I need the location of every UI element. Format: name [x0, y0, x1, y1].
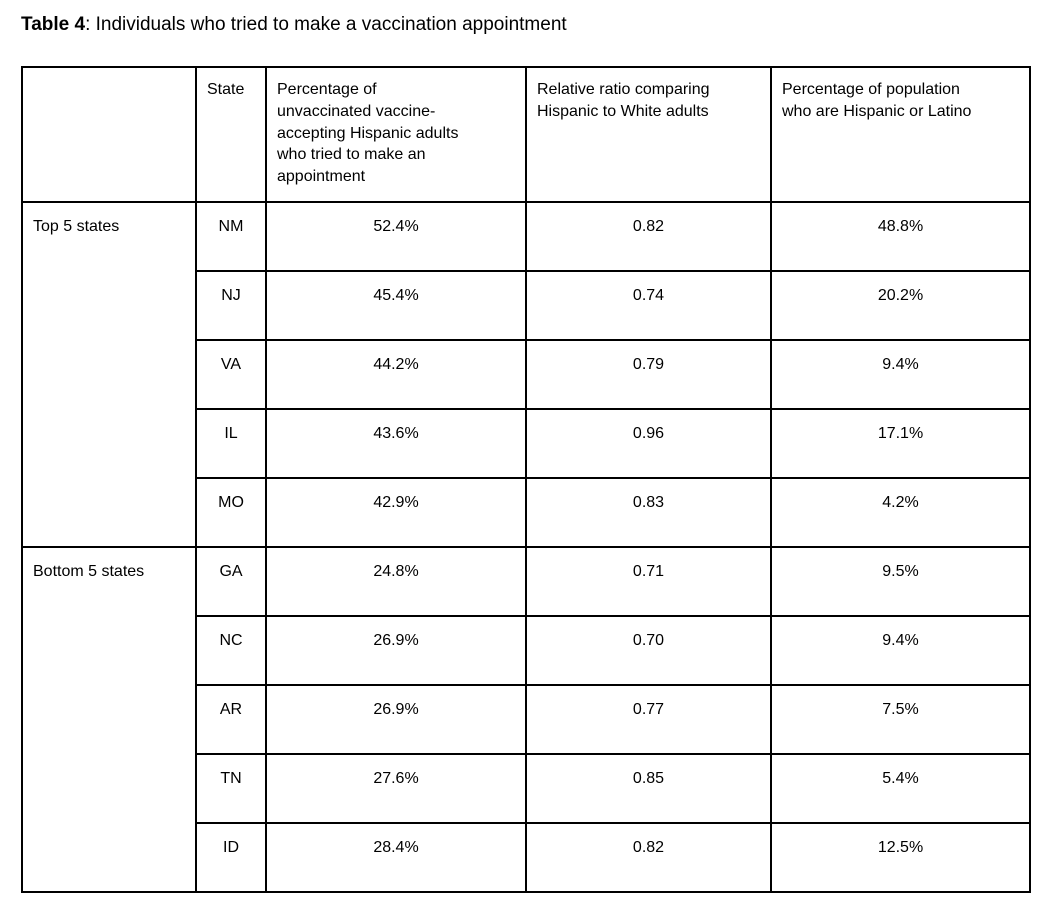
state-cell: IL [195, 408, 267, 479]
pct-tried-cell: 45.4% [265, 270, 527, 341]
pct-hispanic-cell: 7.5% [770, 684, 1031, 755]
table-row: NC 26.9% 0.70 9.4% [22, 615, 1031, 686]
header-state: State [195, 66, 267, 203]
state-cell: ID [195, 822, 267, 893]
ratio-cell: 0.77 [525, 684, 772, 755]
pct-tried-cell: 26.9% [265, 684, 527, 755]
pct-tried-cell: 52.4% [265, 201, 527, 272]
header-pct-tried: Percentage of unvaccinated vaccine- acce… [265, 66, 527, 203]
table-row: MO 42.9% 0.83 4.2% [22, 477, 1031, 548]
page-title: Table 4: Individuals who tried to make a… [21, 13, 1064, 37]
ratio-cell: 0.74 [525, 270, 772, 341]
pct-hispanic-cell: 9.5% [770, 546, 1031, 617]
table-row: AR 26.9% 0.77 7.5% [22, 684, 1031, 755]
ratio-cell: 0.70 [525, 615, 772, 686]
pct-tried-cell: 42.9% [265, 477, 527, 548]
pct-tried-cell: 26.9% [265, 615, 527, 686]
table-row: Top 5 states NM 52.4% 0.82 48.8% [21, 201, 1031, 548]
pct-hispanic-cell: 20.2% [770, 270, 1031, 341]
state-cell: AR [195, 684, 267, 755]
table-number-label: Table 4 [21, 14, 86, 35]
pct-tried-cell: 28.4% [265, 822, 527, 893]
header-group-blank [21, 66, 197, 203]
state-cell: TN [195, 753, 267, 824]
pct-hispanic-cell: 12.5% [770, 822, 1031, 893]
ratio-cell: 0.96 [525, 408, 772, 479]
pct-tried-cell: 43.6% [265, 408, 527, 479]
header-relative-ratio: Relative ratio comparing Hispanic to Whi… [525, 66, 772, 203]
ratio-cell: 0.71 [525, 546, 772, 617]
state-cell: MO [195, 477, 267, 548]
table-row: NJ 45.4% 0.74 20.2% [22, 270, 1031, 341]
vaccination-appointment-table: State Percentage of unvaccinated vaccine… [21, 66, 1031, 893]
pct-hispanic-cell: 5.4% [770, 753, 1031, 824]
ratio-cell: 0.82 [525, 201, 772, 272]
ratio-cell: 0.85 [525, 753, 772, 824]
group-label-cell: Bottom 5 states [21, 546, 197, 893]
pct-hispanic-cell: 17.1% [770, 408, 1031, 479]
table-header: State Percentage of unvaccinated vaccine… [21, 66, 1031, 203]
state-cell: NM [195, 201, 267, 272]
ratio-cell: 0.83 [525, 477, 772, 548]
table-row: Bottom 5 states GA 24.8% 0.71 9.5% [21, 546, 1031, 893]
state-cell: NJ [195, 270, 267, 341]
group-label-cell: Top 5 states [21, 201, 197, 548]
pct-tried-cell: 27.6% [265, 753, 527, 824]
ratio-cell: 0.79 [525, 339, 772, 410]
table-row: VA 44.2% 0.79 9.4% [22, 339, 1031, 410]
pct-hispanic-cell: 9.4% [770, 339, 1031, 410]
pct-hispanic-cell: 9.4% [770, 615, 1031, 686]
pct-tried-cell: 24.8% [265, 546, 527, 617]
table-title-text: : Individuals who tried to make a vaccin… [85, 14, 567, 35]
state-cell: VA [195, 339, 267, 410]
pct-hispanic-cell: 48.8% [770, 201, 1031, 272]
table-body: Top 5 states NM 52.4% 0.82 48.8% NJ 45.4% 0.74 2… [21, 201, 1031, 893]
state-cell: GA [195, 546, 267, 617]
table-row: ID 28.4% 0.82 12.5% [22, 822, 1031, 893]
header-pct-hispanic: Percentage of population who are Hispani… [770, 66, 1031, 203]
state-cell: NC [195, 615, 267, 686]
ratio-cell: 0.82 [525, 822, 772, 893]
table-row: IL 43.6% 0.96 17.1% [22, 408, 1031, 479]
pct-tried-cell: 44.2% [265, 339, 527, 410]
header-row: State Percentage of unvaccinated vaccine… [21, 66, 1031, 203]
pct-hispanic-cell: 4.2% [770, 477, 1031, 548]
table-row: TN 27.6% 0.85 5.4% [22, 753, 1031, 824]
